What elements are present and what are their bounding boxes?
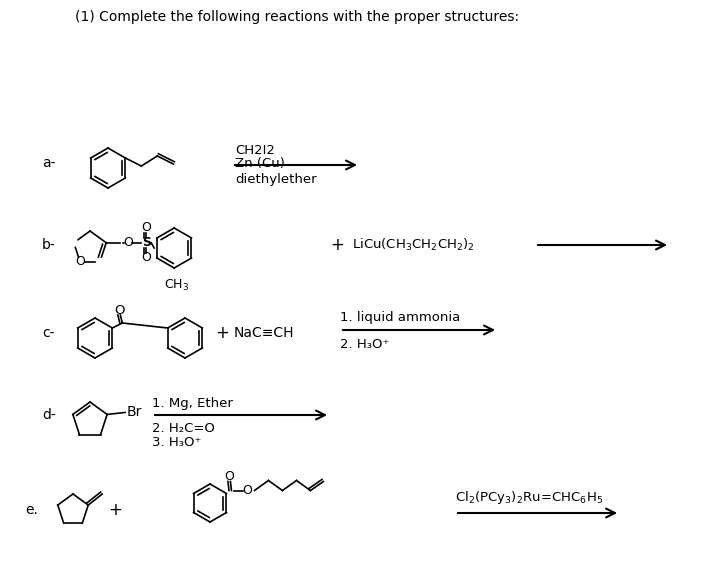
Text: 1. Mg, Ether: 1. Mg, Ether — [152, 396, 233, 409]
Text: e.: e. — [25, 503, 38, 517]
Text: +: + — [108, 501, 122, 519]
Text: +: + — [330, 236, 344, 254]
Text: 1. liquid ammonia: 1. liquid ammonia — [340, 311, 460, 324]
Text: d-: d- — [42, 408, 56, 422]
Text: Cl$_2$(PCy$_3$)$_2$Ru=CHC$_6$H$_5$: Cl$_2$(PCy$_3$)$_2$Ru=CHC$_6$H$_5$ — [455, 489, 603, 506]
Text: diethylether: diethylether — [235, 173, 317, 186]
Text: (1) Complete the following reactions with the proper structures:: (1) Complete the following reactions wit… — [75, 10, 519, 24]
Text: S: S — [141, 236, 151, 249]
Text: Zn (Cu): Zn (Cu) — [235, 157, 285, 169]
Text: O: O — [114, 303, 124, 316]
Text: O: O — [225, 470, 234, 483]
Text: O: O — [141, 221, 151, 234]
Text: O: O — [243, 484, 253, 497]
Text: c-: c- — [42, 326, 55, 340]
Text: CH2I2: CH2I2 — [235, 144, 275, 157]
Text: +: + — [215, 324, 229, 342]
Text: O: O — [123, 236, 133, 249]
Text: a-: a- — [42, 156, 55, 170]
Text: 2. H₃O⁺: 2. H₃O⁺ — [340, 338, 389, 351]
Text: O: O — [75, 255, 85, 268]
Text: 2. H₂C=O: 2. H₂C=O — [152, 422, 215, 435]
Text: CH$_3$: CH$_3$ — [164, 278, 189, 293]
Text: O: O — [141, 251, 151, 264]
Text: 3. H₃O⁺: 3. H₃O⁺ — [152, 436, 201, 449]
Text: LiCu(CH$_3$CH$_2$CH$_2$)$_2$: LiCu(CH$_3$CH$_2$CH$_2$)$_2$ — [352, 237, 475, 253]
Text: b-: b- — [42, 238, 56, 252]
Text: Br: Br — [127, 405, 142, 419]
Text: NaC≡CH: NaC≡CH — [234, 326, 294, 340]
